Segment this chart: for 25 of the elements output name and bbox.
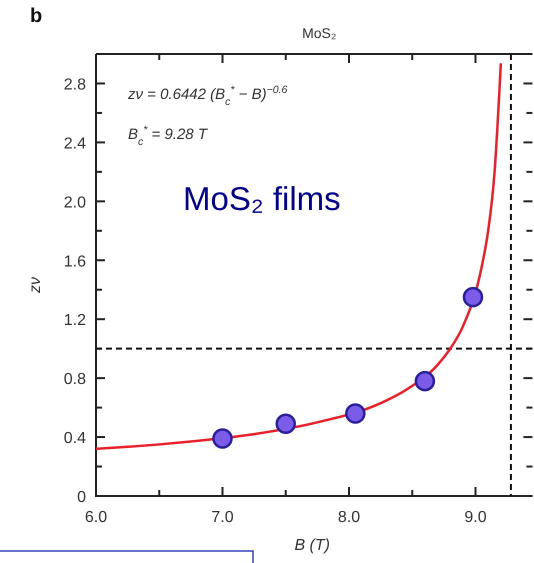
annotation: MoS₂ films [183, 180, 341, 217]
y-tick-label: 0.4 [64, 430, 86, 448]
point [345, 403, 366, 424]
line-series [96, 63, 502, 450]
annotation: B$_{c}$$^{*}$ = 9.28 T [128, 124, 209, 148]
x-tick-label: 7.0 [211, 509, 234, 526]
point [414, 370, 436, 392]
x-tick-label: 8.0 [338, 509, 360, 526]
y-tick-label: 2.0 [64, 194, 86, 212]
point [462, 286, 484, 308]
y-tick-label: 0.8 [64, 371, 86, 388]
point [212, 428, 233, 449]
x-tick-label: 9.0 [464, 509, 487, 526]
y-tick-label: 2.8 [64, 76, 86, 94]
annotation: zν = 0.6442 (B$_{c}$$^{*}$ − B)$^{−0.6}$ [127, 84, 288, 108]
y-axis-title: zν [27, 277, 44, 294]
x-tick-label: 6.0 [84, 509, 108, 526]
y-tick-label: 2.4 [64, 135, 86, 152]
y-tick-label: 1.2 [64, 312, 86, 330]
point [276, 414, 296, 434]
chart-title: MoS₂ [302, 25, 336, 41]
x-axis-title: B (T) [294, 537, 330, 554]
y-tick-label: 1.6 [64, 253, 86, 270]
y-tick-label: 0 [77, 489, 86, 506]
text: b [30, 5, 42, 27]
